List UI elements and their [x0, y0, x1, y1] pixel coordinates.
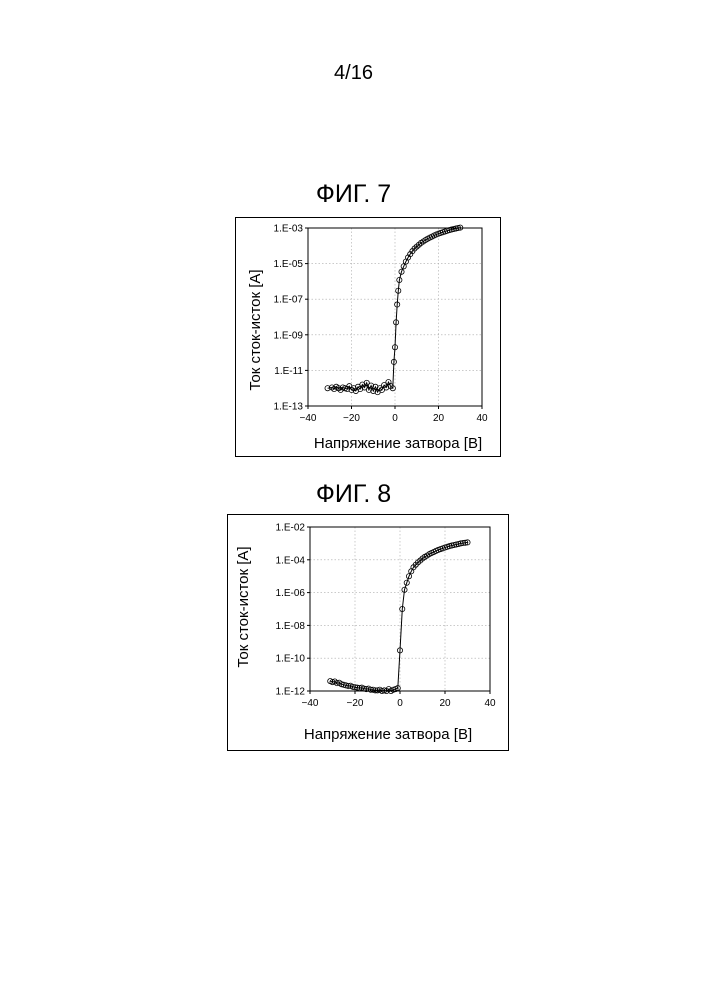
figure-7-xlabel: Напряжение затвора [В]	[314, 435, 482, 452]
fig8-ytick-label-0: 1.E-12	[276, 687, 306, 698]
fig8-xtick-label-1: −20	[347, 698, 364, 709]
fig8-xtick-label-0: −40	[302, 698, 319, 709]
fig7-xtick-label-1: −20	[343, 413, 360, 424]
fig7-xtick-label-4: 40	[476, 413, 488, 424]
fig8-ytick-label-3: 1.E-06	[276, 588, 306, 599]
fig8-ytick-label-1: 1.E-10	[276, 654, 306, 665]
fig7-ytick-label-4: 1.E-05	[274, 259, 304, 270]
page-number: 4/16	[0, 62, 707, 85]
fig7-series-line	[328, 228, 461, 393]
fig7-xtick-label-0: −40	[300, 413, 317, 424]
fig8-xtick-label-4: 40	[484, 698, 496, 709]
figure-7-svg: Ток сток-исток [А] Напряжение затвора [В…	[236, 218, 502, 458]
figure-8-ylabel: Ток сток-исток [А]	[235, 546, 252, 667]
fig8-ytick-label-2: 1.E-08	[276, 621, 306, 632]
fig8-series-line	[330, 542, 467, 691]
figure-8-xlabel: Напряжение затвора [В]	[304, 726, 472, 743]
fig8-xtick-label-2: 0	[397, 698, 403, 709]
figure-8-svg: Ток сток-исток [А] Напряжение затвора [В…	[228, 515, 510, 752]
fig8-ytick-label-5: 1.E-02	[276, 523, 306, 534]
fig7-xtick-label-2: 0	[392, 413, 398, 424]
fig7-ytick-label-0: 1.E-13	[274, 402, 304, 413]
figure-8-title: ФИГ. 8	[0, 480, 707, 509]
fig7-ytick-label-1: 1.E-11	[274, 366, 303, 377]
figure-8-chart: Ток сток-исток [А] Напряжение затвора [В…	[227, 514, 509, 751]
figure-7-title: ФИГ. 7	[0, 180, 707, 209]
fig8-ytick-label-4: 1.E-04	[276, 555, 306, 566]
figure-7-chart: Ток сток-исток [А] Напряжение затвора [В…	[235, 217, 501, 457]
fig7-ytick-label-2: 1.E-09	[274, 330, 304, 341]
figure-7-ylabel: Ток сток-исток [А]	[247, 269, 264, 390]
fig7-ytick-label-3: 1.E-07	[274, 295, 304, 306]
fig8-xtick-label-3: 20	[439, 698, 451, 709]
fig7-xtick-label-3: 20	[433, 413, 445, 424]
fig7-ytick-label-5: 1.E-03	[274, 224, 304, 235]
